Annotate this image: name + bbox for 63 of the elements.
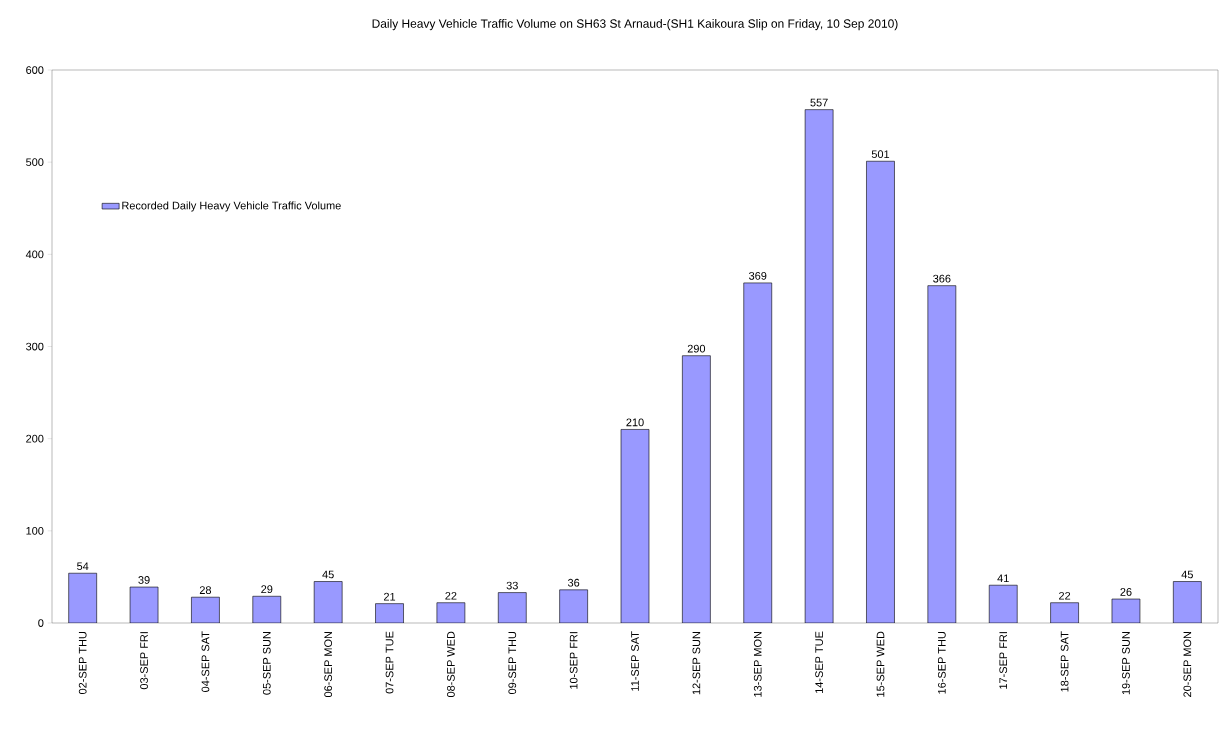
bar [497, 592, 527, 623]
data-label: 33 [506, 581, 518, 590]
y-tick-label: 200 [26, 434, 44, 443]
x-tick-label: 04-SEP SAT [201, 631, 210, 692]
x-tick-label: 11-SEP SAT [631, 631, 639, 691]
data-label: 22 [445, 591, 457, 600]
data-label: 26 [1120, 588, 1132, 596]
y-tick-label: 400 [25, 250, 44, 259]
data-label: 29 [261, 585, 273, 594]
x-tick-label: 15-SEP WED [876, 631, 885, 697]
bar [375, 603, 404, 623]
y-tick-label: 600 [26, 66, 44, 74]
bar [804, 109, 834, 623]
x-tick-label: 13-SEP MON [753, 632, 762, 697]
data-label: 557 [810, 98, 828, 107]
data-label: 290 [687, 344, 706, 353]
x-tick-label: 06-SEP MON [324, 632, 333, 698]
bar [866, 160, 895, 623]
bar [1173, 581, 1202, 623]
data-label: 22 [1059, 591, 1071, 600]
data-label: 36 [567, 578, 580, 587]
y-tick-label: 100 [26, 526, 44, 535]
x-tick-label: 08-SEP WED [447, 631, 455, 698]
data-label: 369 [749, 271, 767, 280]
bar [191, 596, 220, 623]
x-tick-label: 10-SEP FRI [569, 632, 578, 689]
x-tick-label: 16-SEP THU [937, 631, 946, 694]
data-label: 45 [1181, 570, 1193, 579]
data-label: 21 [383, 592, 396, 601]
x-tick-label: 03-SEP FRI [140, 632, 148, 690]
x-tick-label: 07-SEP TUE [385, 631, 394, 694]
x-tick-label: 18-SEP SAT [1060, 631, 1069, 692]
bar [68, 572, 97, 623]
x-tick-label: 17-SEP FRI [999, 632, 1008, 689]
data-label: 39 [138, 576, 150, 584]
y-tick-label: 300 [26, 342, 44, 351]
bar [682, 355, 711, 623]
data-label: 54 [77, 562, 89, 571]
bar [252, 595, 282, 623]
x-tick-label: 14-SEP TUE [815, 631, 823, 694]
data-label: 45 [322, 570, 334, 579]
x-tick-label: 20-SEP MON [1183, 632, 1192, 697]
x-tick-label: 09-SEP THU [508, 631, 517, 695]
data-label: 366 [933, 274, 951, 283]
x-tick-label: 12-SEP SUN [692, 632, 701, 695]
y-tick-label: 0 [38, 619, 44, 627]
data-label: 28 [199, 586, 212, 594]
bar [743, 282, 773, 623]
x-tick-label: 05-SEP SUN [262, 632, 271, 695]
x-tick-label: 02-SEP THU [78, 631, 87, 695]
bar [927, 285, 957, 623]
x-tick-label: 19-SEP SUN [1122, 632, 1130, 695]
bar [1050, 602, 1079, 623]
bar [988, 584, 1018, 623]
data-label: 501 [871, 150, 890, 159]
data-label: 210 [626, 418, 644, 427]
y-tick-label: 500 [26, 158, 44, 167]
bar [313, 581, 343, 623]
data-label: 41 [997, 574, 1009, 583]
chart-title: Daily Heavy Vehicle Traffic Volume on SH63 St Arnaud-(SH1 Kaikoura Slip on Friday, 10 Sep 2010) [372, 19, 898, 31]
bar [620, 429, 650, 623]
legend-label: Recorded Daily Heavy Vehicle Traffic Volume [122, 201, 341, 212]
bar [559, 589, 588, 623]
